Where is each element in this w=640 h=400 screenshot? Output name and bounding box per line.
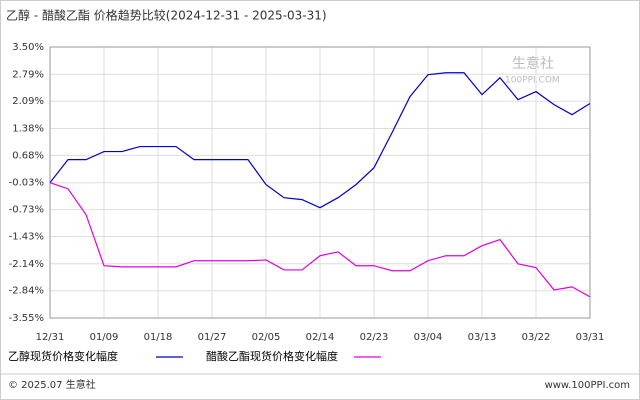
y-tick-label: -1.43% xyxy=(9,232,44,243)
chart-title: 乙醇 - 醋酸乙酯 价格趋势比较(2024-12-31 - 2025-03-31… xyxy=(6,8,327,23)
x-tick-label: 01/27 xyxy=(198,332,227,343)
y-tick-label: 3.50% xyxy=(12,42,44,53)
x-tick-label: 02/14 xyxy=(306,332,335,343)
watermark-name: 生意社 xyxy=(512,55,554,72)
y-tick-label: -3.55% xyxy=(9,313,44,324)
x-tick-label: 03/31 xyxy=(576,332,605,343)
y-tick-label: 0.68% xyxy=(12,150,44,161)
series-line xyxy=(49,72,591,209)
x-tick-label: 02/23 xyxy=(360,332,389,343)
x-tick-label: 03/22 xyxy=(522,332,551,343)
y-tick-label: 2.09% xyxy=(12,96,44,107)
legend-label: 醋酸乙酯现货价格变化幅度 xyxy=(206,349,338,363)
x-tick-label: 02/05 xyxy=(252,332,281,343)
y-tick-label: 1.38% xyxy=(12,123,44,134)
y-tick-label: -0.03% xyxy=(9,178,44,189)
x-tick-label: 03/04 xyxy=(414,332,443,343)
x-tick-label: 01/09 xyxy=(90,332,119,343)
y-tick-label: -2.84% xyxy=(9,286,44,297)
x-tick-label: 03/13 xyxy=(468,332,497,343)
footer-right: www.100PPI.com xyxy=(545,380,630,391)
y-tick-label: -2.14% xyxy=(9,259,44,270)
legend-label: 乙醇现货价格变化幅度 xyxy=(8,349,118,363)
y-tick-label: 2.79% xyxy=(12,69,44,80)
series-line xyxy=(49,182,591,298)
footer-left: © 2025.07 生意社 xyxy=(8,378,96,391)
x-tick-label: 01/18 xyxy=(144,332,173,343)
watermark-site: 100PPI.COM xyxy=(505,76,560,86)
y-tick-label: -0.73% xyxy=(9,205,44,216)
x-tick-label: 12/31 xyxy=(36,332,65,343)
